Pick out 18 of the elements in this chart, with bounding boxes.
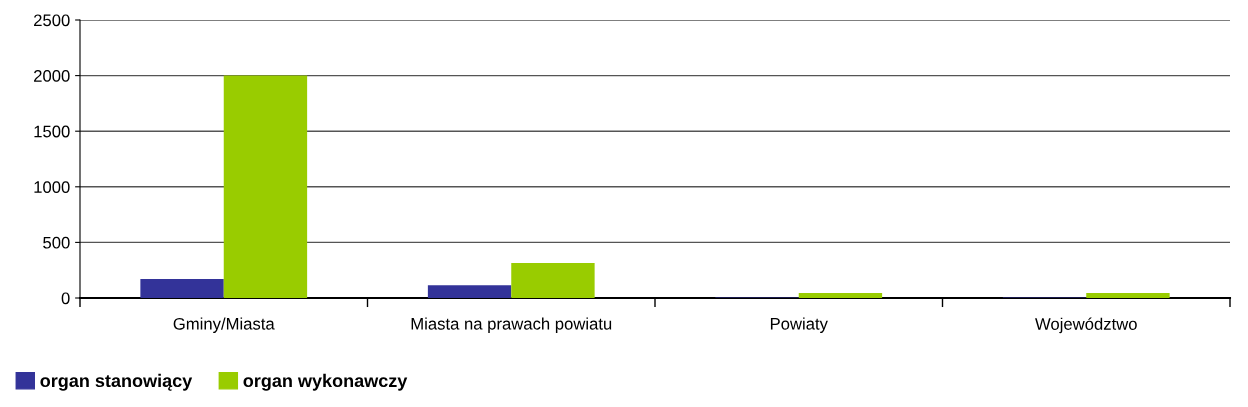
bar [140, 279, 224, 298]
x-tick-label: Województwo [1035, 317, 1137, 334]
bar [427, 285, 512, 298]
y-tick-label: 1500 [34, 125, 70, 138]
y-tick-label: 2500 [34, 14, 70, 27]
y-tick-label: 0 [61, 292, 70, 305]
y-tick-label: 2000 [34, 70, 70, 82]
legend-label: organ stanowiący [40, 373, 193, 391]
x-tick-label: Miasta na prawach powiatu [411, 317, 612, 333]
x-tick-label: Gminy/Miasta [173, 317, 275, 333]
x-tick-label: Powiaty [770, 317, 828, 333]
bar [223, 75, 308, 298]
legend-label: organ wykonawczy [243, 373, 408, 391]
bar [1086, 293, 1170, 298]
bar [511, 262, 595, 298]
bar [798, 293, 883, 298]
y-tick-label: 1000 [34, 181, 70, 193]
y-tick-label: 500 [43, 236, 70, 249]
